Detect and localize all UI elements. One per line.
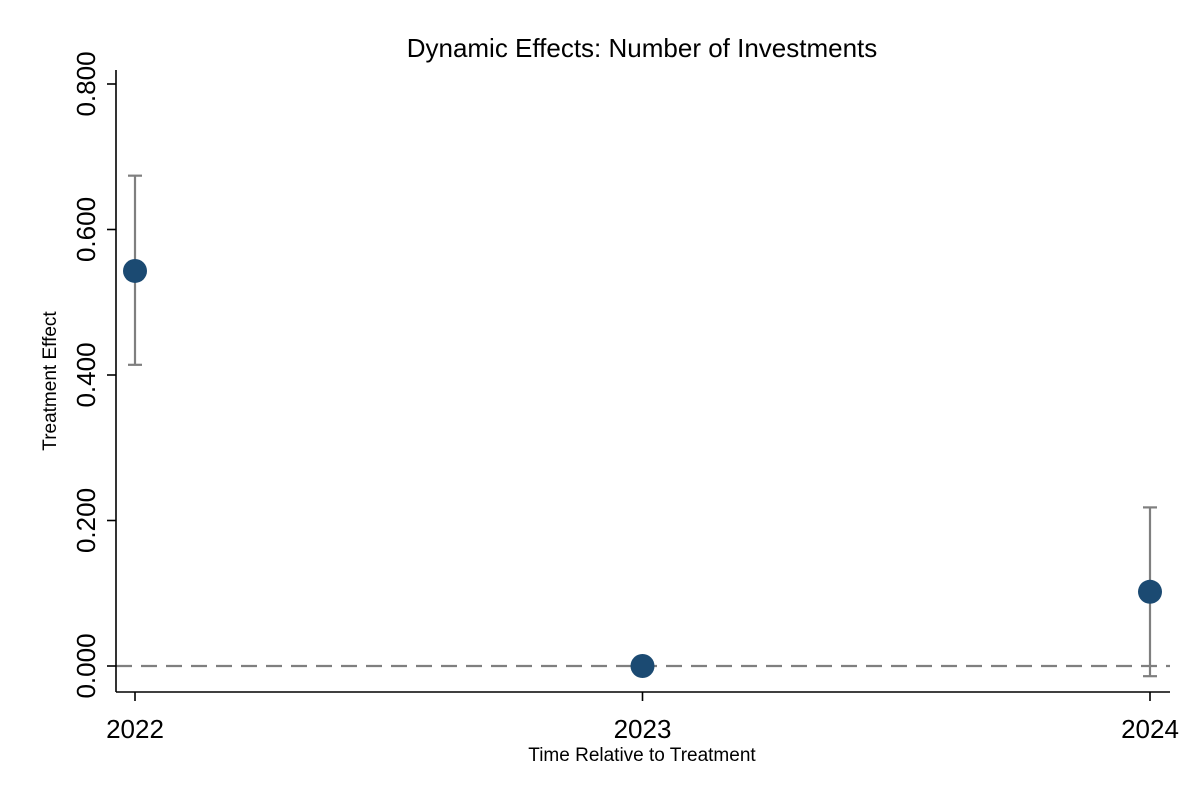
data-point (630, 654, 655, 678)
plot-area: 0.000 0.200 0.400 0.600 0.800 2022 2023 2024 (71, 51, 1179, 744)
x-tick-label: 2023 (614, 714, 672, 744)
y-tick-label: 0.600 (71, 197, 101, 262)
x-axis-label: Time Relative to Treatment (528, 745, 756, 766)
y-tick-label: 0.000 (71, 633, 101, 698)
y-tick-label: 0.200 (71, 488, 101, 553)
x-tick-label: 2022 (106, 714, 164, 744)
y-tick-label: 0.800 (71, 51, 101, 116)
chart-title: Dynamic Effects: Number of Investments (407, 33, 878, 63)
y-axis-label: Treatment Effect (40, 311, 61, 451)
y-tick-label: 0.400 (71, 342, 101, 407)
data-point (123, 258, 147, 283)
x-tick-label: 2024 (1121, 714, 1179, 744)
data-point (1138, 579, 1162, 604)
